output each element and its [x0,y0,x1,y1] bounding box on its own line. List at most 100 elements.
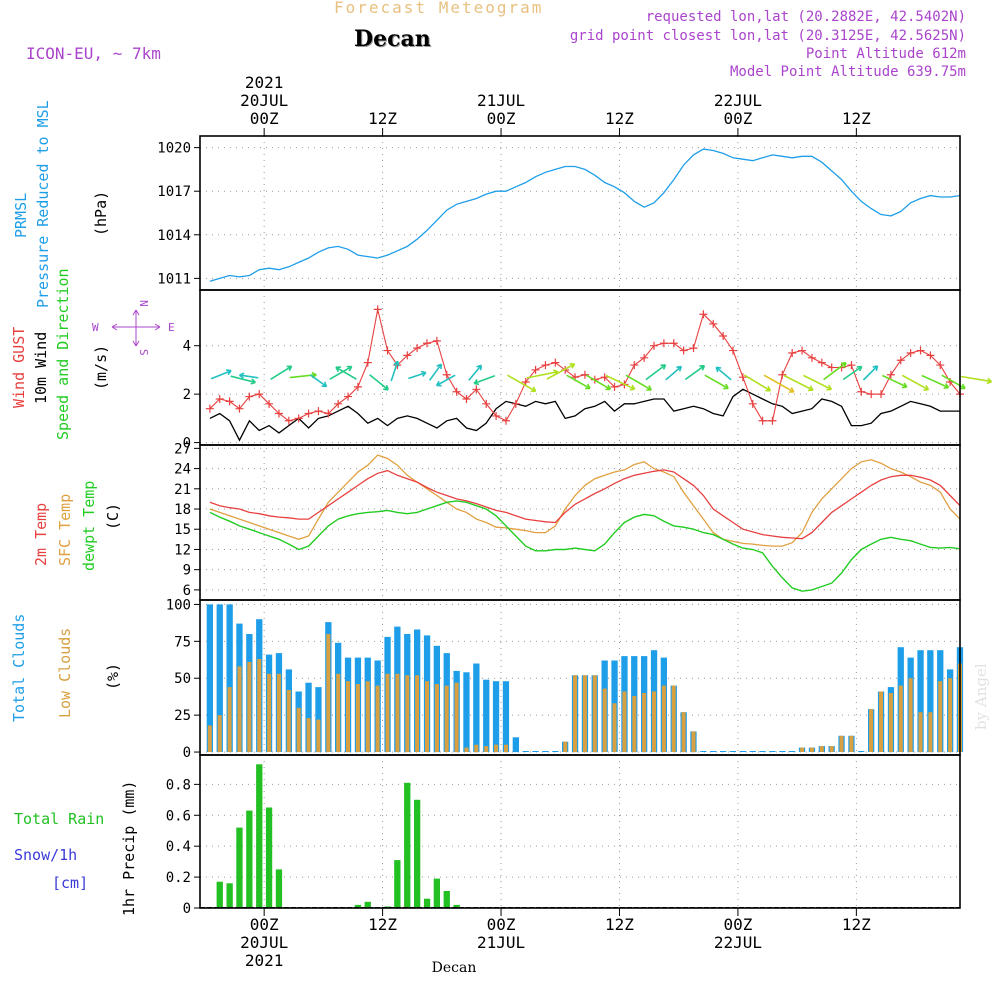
low-cloud-bar [888,693,893,752]
gust-point [906,348,915,357]
wind-arrow [684,364,706,381]
total-cloud-bar [512,737,519,753]
gust-point [462,394,471,403]
gust-point [896,356,905,365]
gust-point [482,399,491,408]
low-cloud-bar [346,681,350,753]
total-cloud-bar [720,751,727,752]
gust-point [886,370,895,379]
dir-key-ns-arrow [132,309,140,347]
low-cloud-bar [375,685,380,752]
panel-frame [199,289,961,446]
total-cloud-bar [206,604,213,752]
gust-point [798,346,807,355]
sfc-temp-line [209,454,960,547]
rain-bar [404,782,411,908]
bottom-time-label: 00Z [487,915,516,934]
wind-arrow [270,365,293,380]
wind-arrow [408,370,427,380]
top-time-label: 12Z [842,109,871,128]
gust-point [610,382,619,391]
wind-arrow [468,364,483,381]
wind-arrow [803,374,833,391]
wind-arrow [526,369,559,379]
rain-bar [433,878,440,908]
wind-line [209,388,960,442]
gust-point [284,416,293,425]
gust-point [709,319,718,328]
low-cloud-bar [879,691,883,752]
temp2m-label: 2m Temp [32,503,50,566]
low-cloud-bar [405,675,410,753]
gust-point [294,414,303,423]
y-tick-label: 1011 [157,271,191,287]
wind-arrow [743,374,772,392]
gust-point [600,373,609,382]
gust-point [659,339,668,348]
total-cloud-bar [700,751,707,752]
low-cloud-bar [809,747,814,752]
top-time-label: 00Z [250,109,279,128]
rain-bar [216,881,223,908]
y-tick-label: 1017 [157,184,191,200]
bottom-time-label: 12Z [605,915,634,934]
gridpoint-coords: grid point closest lon,lat (20.3125E, 42… [569,28,966,44]
low-cloud-bar [839,735,844,752]
y-tick-label: 21 [174,482,191,498]
total-cloud-bar [759,751,766,752]
model-altitude: Model Point Altitude 639.75m [729,64,966,80]
wind-arrow [921,374,950,389]
location-title: Decan [354,26,431,52]
wind-arrow [882,374,908,389]
gust-point [255,390,264,399]
low-cloud-bar [454,682,459,753]
wind-arrow [390,360,400,382]
wind-arrow [210,369,232,380]
gust-point [205,404,214,413]
bottom-time-label: 00Z [250,915,279,934]
rain-bar [394,860,401,908]
y-tick-label: 0 [183,901,191,917]
gust-point [531,365,540,374]
wind-arrow [783,374,814,392]
gust-point [413,344,422,353]
low-cloud-bar [602,688,607,753]
watermark: by Angel [972,663,990,730]
low-cloud-bar [425,681,429,753]
gust-point [501,416,510,425]
total-cloud-bar [463,672,470,752]
speed-direction-label: Speed and Direction [54,268,72,440]
panel-frame [199,135,961,291]
low-cloud-bar [444,685,449,752]
sfc-temp-label: SFC Temp [56,494,74,566]
low-cloud-bar [652,691,656,752]
low-cloud-bar [286,690,291,752]
panel-frame [199,754,961,909]
pressure-line [209,148,960,282]
y-tick-label: 75 [174,634,191,650]
gust-point [877,390,886,399]
low-cloud-bar [849,735,854,752]
panel-0: 1011 1014 1017 1020 PRMSL Pressure Reduced to… [12,100,961,308]
low-cloud-bar [276,673,281,752]
gust-point [728,346,737,355]
wind-arrow [473,375,496,386]
total-cloud-bar [552,751,559,752]
y-tick-label: 6 [183,583,191,599]
bottom-time-label: 00Z [723,915,752,934]
wind-arrow [335,366,357,380]
gust-point [472,385,481,394]
prmsl-label: PRMSL [12,193,30,238]
wind-unit: (m/s) [92,345,110,390]
gust-label: Wind GUST [10,327,28,408]
low-cloud-bar [573,675,577,753]
wind-arrow [823,362,847,381]
wind-arrow [665,365,683,381]
low-cloud-bar [434,684,439,752]
gust-point [630,361,639,370]
wind-arrow [862,365,879,381]
rain-bar [443,891,450,908]
wind-arrow [309,374,328,388]
low-cloud-bar [819,746,824,752]
temp2m-line [209,469,960,540]
